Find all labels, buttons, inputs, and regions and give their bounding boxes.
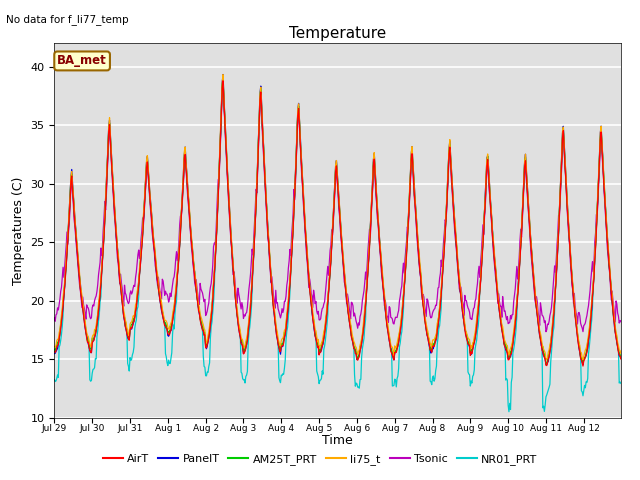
Legend: AirT, PanelT, AM25T_PRT, li75_t, Tsonic, NR01_PRT: AirT, PanelT, AM25T_PRT, li75_t, Tsonic,…: [98, 450, 542, 469]
X-axis label: Time: Time: [322, 434, 353, 447]
Title: Temperature: Temperature: [289, 25, 386, 41]
Y-axis label: Temperatures (C): Temperatures (C): [12, 176, 25, 285]
Text: BA_met: BA_met: [57, 54, 107, 67]
Text: No data for f_li77_temp: No data for f_li77_temp: [6, 14, 129, 25]
